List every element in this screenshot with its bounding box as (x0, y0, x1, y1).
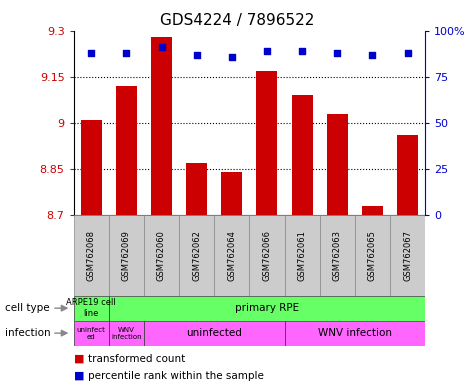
Bar (186, 163, 207, 215)
Bar (74, 321, 109, 346)
Bar (179, 215, 214, 296)
Text: GDS4224 / 7896522: GDS4224 / 7896522 (160, 13, 314, 28)
Text: ■: ■ (74, 371, 84, 381)
Bar (144, 215, 179, 296)
Text: WNV
infection: WNV infection (111, 327, 142, 339)
Bar (249, 215, 285, 296)
Point (369, 51, 376, 58)
Bar (362, 206, 383, 215)
Text: GSM762061: GSM762061 (298, 230, 306, 281)
Text: WNV infection: WNV infection (318, 328, 392, 338)
Point (228, 53, 236, 60)
Point (87, 50, 95, 56)
Point (123, 50, 130, 56)
Bar (292, 95, 313, 215)
Bar (144, 321, 285, 346)
Bar (109, 215, 144, 296)
Text: ARPE19 cell
line: ARPE19 cell line (66, 298, 116, 318)
Text: GSM762063: GSM762063 (333, 230, 342, 281)
Text: cell type: cell type (5, 303, 49, 313)
Bar (81, 120, 102, 215)
Text: GSM762069: GSM762069 (122, 230, 131, 281)
Text: transformed count: transformed count (88, 354, 185, 364)
Text: ■: ■ (74, 354, 84, 364)
Point (193, 51, 200, 58)
Bar (355, 215, 390, 296)
Bar (151, 37, 172, 215)
Point (333, 50, 341, 56)
Text: uninfect
ed: uninfect ed (77, 327, 105, 339)
Bar (285, 215, 320, 296)
Text: GSM762067: GSM762067 (403, 230, 412, 281)
Bar (390, 215, 425, 296)
Bar (397, 135, 418, 215)
Point (263, 48, 271, 54)
Text: GSM762066: GSM762066 (263, 230, 271, 281)
Text: GSM762062: GSM762062 (192, 230, 201, 281)
Bar (256, 71, 277, 215)
Bar (285, 321, 425, 346)
Text: percentile rank within the sample: percentile rank within the sample (88, 371, 264, 381)
Text: GSM762068: GSM762068 (87, 230, 95, 281)
Text: uninfected: uninfected (186, 328, 242, 338)
Text: primary RPE: primary RPE (235, 303, 299, 313)
Text: infection: infection (5, 328, 50, 338)
Text: GSM762060: GSM762060 (157, 230, 166, 281)
Bar (74, 296, 109, 321)
Bar (109, 321, 144, 346)
Bar (320, 215, 355, 296)
Point (404, 50, 411, 56)
Bar (327, 114, 348, 215)
Bar (221, 172, 242, 215)
Point (158, 44, 165, 50)
Text: GSM762065: GSM762065 (368, 230, 377, 281)
Text: GSM762064: GSM762064 (228, 230, 236, 281)
Bar (116, 86, 137, 215)
Point (298, 48, 306, 54)
Bar (74, 215, 109, 296)
Bar (214, 215, 249, 296)
